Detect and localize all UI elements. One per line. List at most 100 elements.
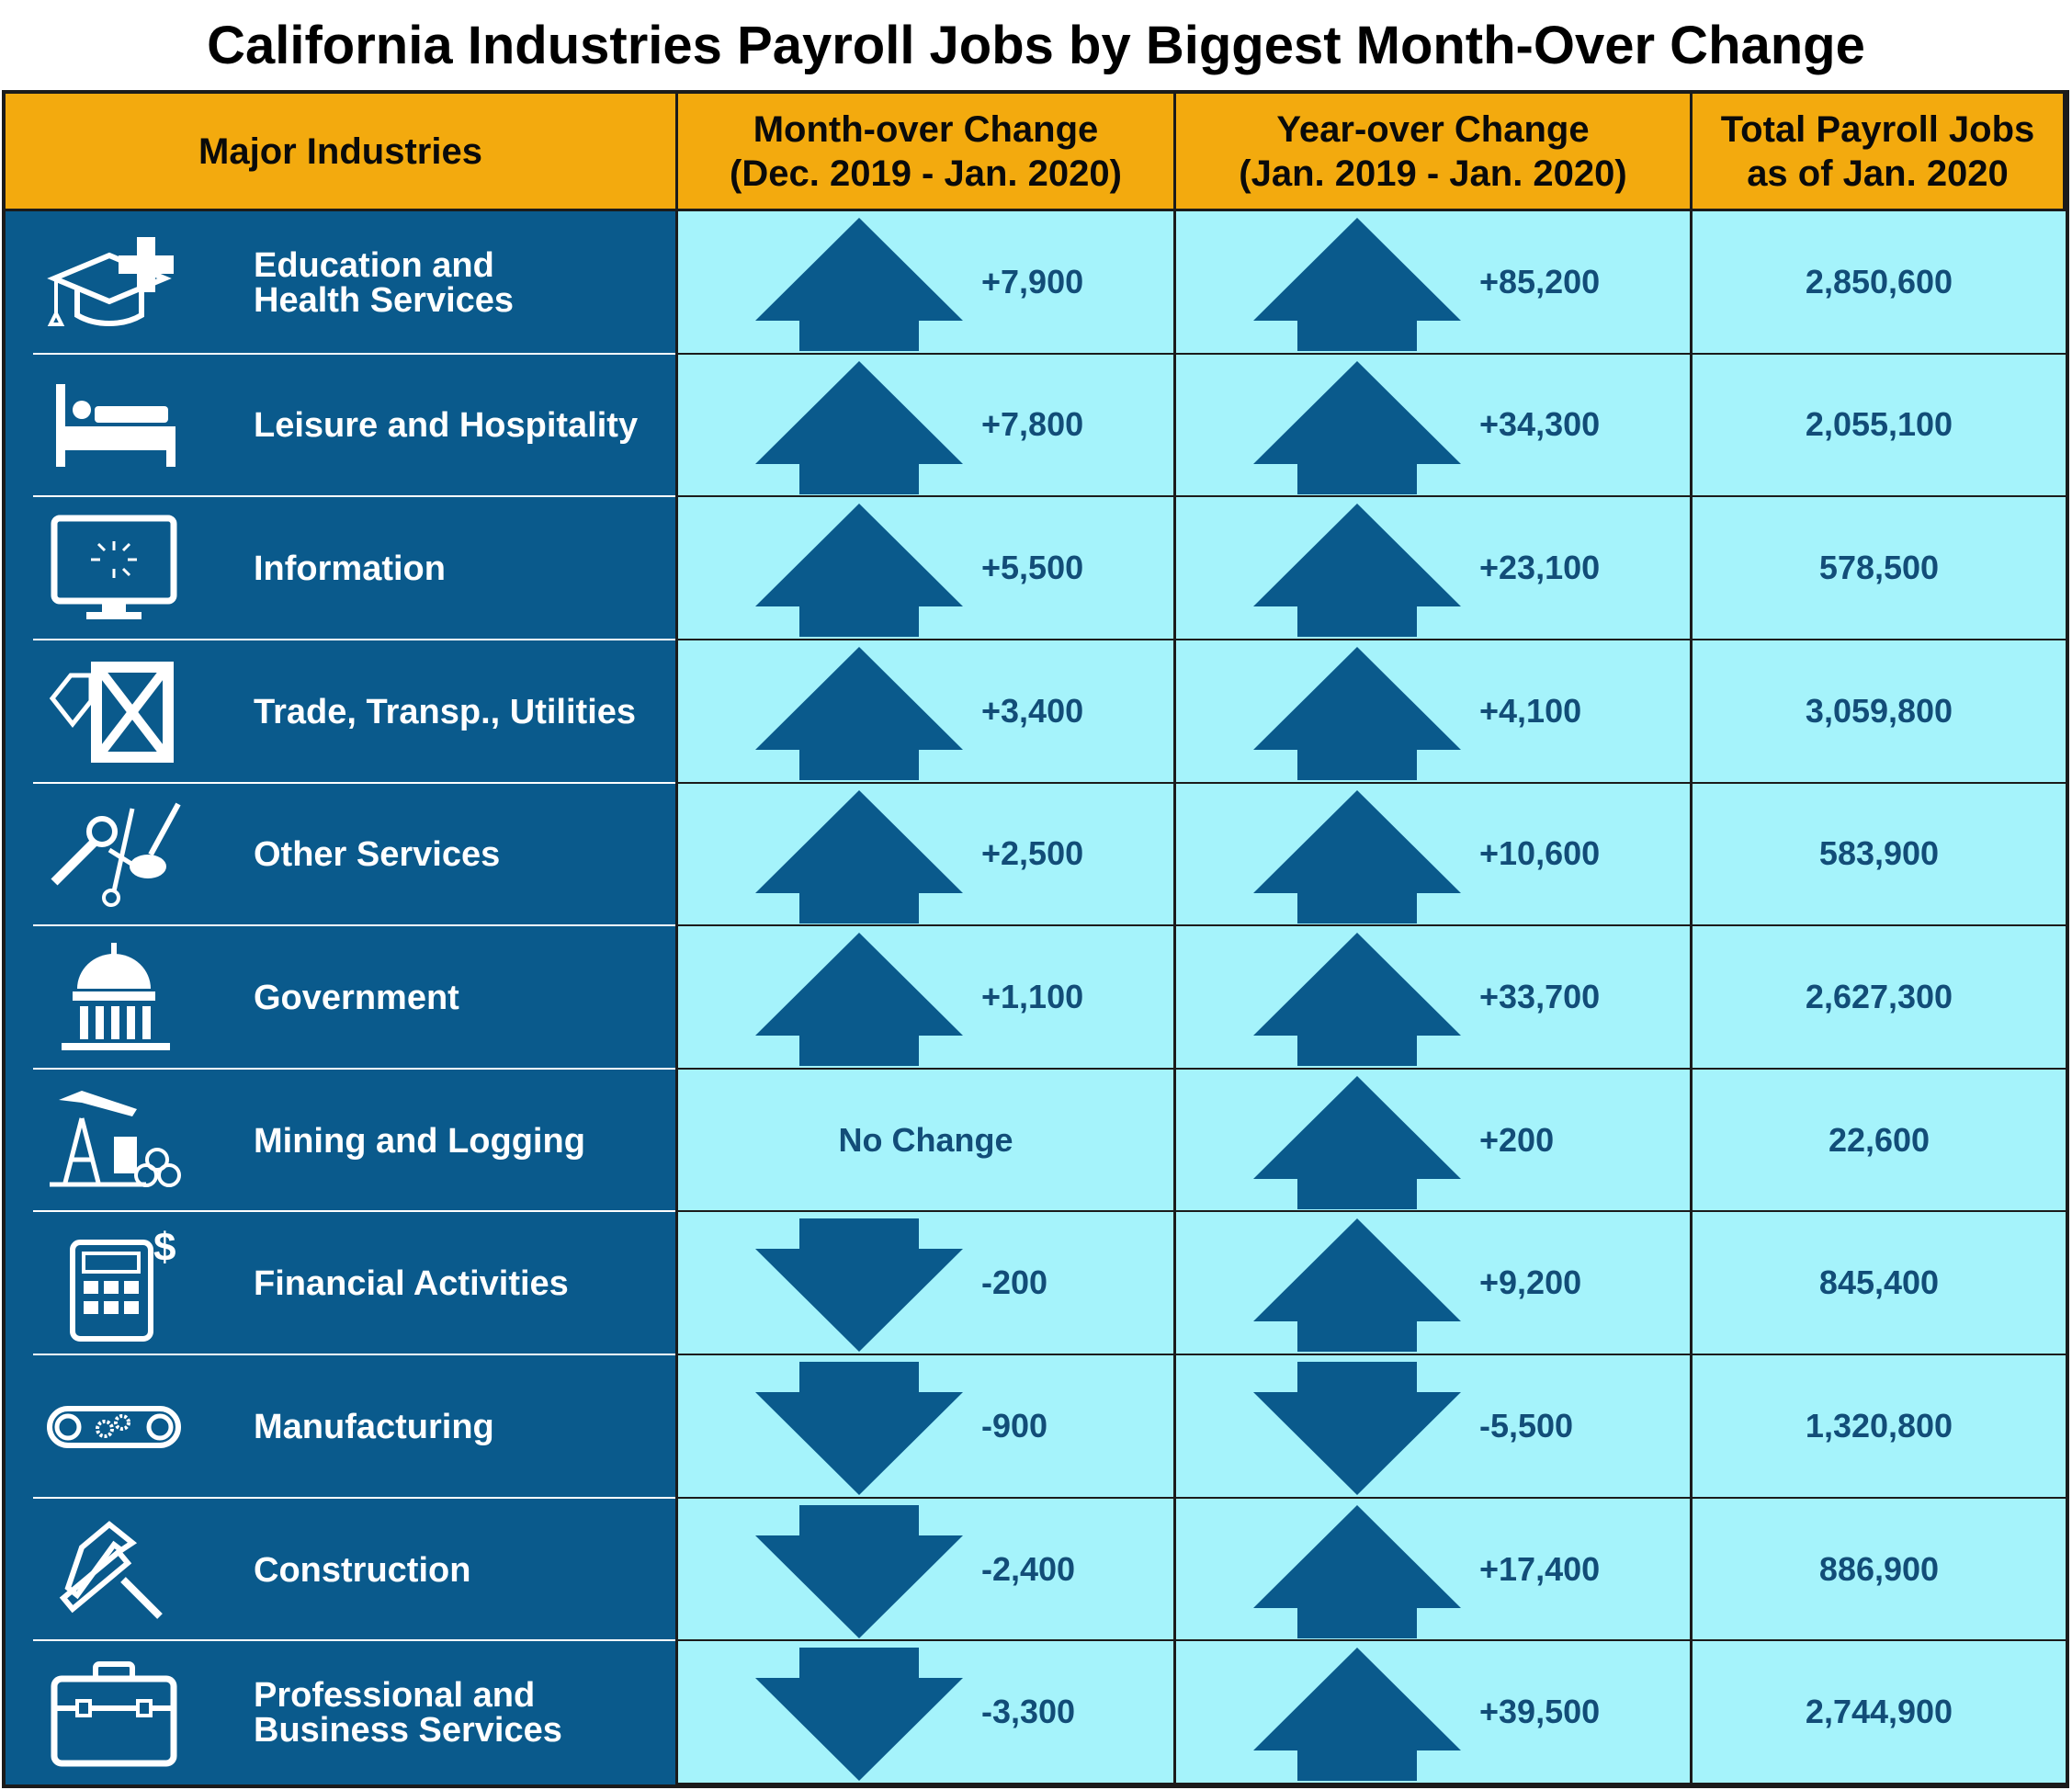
industry-cell: Professional and Business Services — [6, 1641, 678, 1784]
month-change-value: +7,900 — [981, 262, 1084, 300]
header-total-payroll-jobs: Total Payroll Jobs as of Jan. 2020 — [1693, 94, 2066, 211]
year-change-value: +85,200 — [1479, 262, 1601, 300]
month-change-value: -2,400 — [981, 1549, 1076, 1588]
up-arrow-icon — [755, 504, 963, 638]
row-divider — [33, 1496, 675, 1499]
year-over-change-cell: -5,500 — [1176, 1355, 1693, 1499]
row-divider — [33, 924, 675, 927]
month-change-value: +5,500 — [981, 549, 1084, 587]
industry-label: Financial Activities — [254, 1264, 569, 1304]
total-payroll-cell: 845,400 — [1693, 1212, 2066, 1356]
up-arrow-icon — [755, 218, 963, 351]
industry-cell: Government — [6, 926, 678, 1070]
industry-cell: Mining and Logging — [6, 1069, 678, 1213]
up-arrow-icon — [1253, 1648, 1461, 1782]
year-change-value: +17,400 — [1479, 1549, 1601, 1588]
year-change-value: +200 — [1479, 1120, 1555, 1159]
year-over-change-cell: +39,500 — [1176, 1641, 1693, 1784]
month-over-change-cell: No Change — [678, 1069, 1176, 1213]
industry-cell: Information — [6, 497, 678, 640]
total-payroll-value: 583,900 — [1818, 834, 1940, 873]
total-payroll-cell: 22,600 — [1693, 1069, 2066, 1213]
capitol-building-icon — [40, 938, 187, 1058]
total-payroll-value: 2,744,900 — [1805, 1693, 1953, 1731]
up-arrow-icon — [1253, 933, 1461, 1067]
svg-text:$: $ — [153, 1225, 175, 1270]
total-payroll-value: 845,400 — [1818, 1263, 1940, 1302]
header-month-over-change: Month-over Change (Dec. 2019 - Jan. 2020… — [678, 94, 1176, 211]
year-change-value: +33,700 — [1479, 977, 1601, 1015]
month-over-change-cell: +2,500 — [678, 783, 1176, 927]
year-over-change-cell: +200 — [1176, 1069, 1693, 1213]
year-over-change-cell: +9,200 — [1176, 1212, 1693, 1356]
month-over-change-cell: +5,500 — [678, 497, 1176, 640]
year-over-change-cell: +85,200 — [1176, 211, 1693, 355]
up-arrow-icon — [1253, 360, 1461, 494]
total-payroll-value: 2,055,100 — [1805, 405, 1953, 444]
industry-label: Education and Health Services — [254, 245, 515, 320]
crate-tag-icon — [40, 652, 187, 772]
total-payroll-cell: 3,059,800 — [1693, 640, 2066, 784]
total-payroll-cell: 1,320,800 — [1693, 1355, 2066, 1499]
header-year-over-change: Year-over Change (Jan. 2019 - Jan. 2020) — [1176, 94, 1693, 211]
briefcase-icon — [40, 1653, 187, 1773]
industry-cell: Other Services — [6, 783, 678, 927]
month-over-change-cell: -3,300 — [678, 1641, 1176, 1784]
industry-label: Leisure and Hospitality — [254, 406, 639, 446]
up-arrow-icon — [1253, 1075, 1461, 1209]
year-over-change-cell: +33,700 — [1176, 926, 1693, 1070]
year-change-value: +9,200 — [1479, 1263, 1582, 1302]
total-payroll-value: 578,500 — [1818, 549, 1940, 587]
month-change-value: +7,800 — [981, 405, 1084, 444]
up-arrow-icon — [755, 360, 963, 494]
month-over-change-cell: +7,900 — [678, 211, 1176, 355]
total-payroll-cell: 886,900 — [1693, 1498, 2066, 1642]
total-payroll-value: 3,059,800 — [1805, 691, 1953, 730]
industry-cell: Education and Health Services — [6, 211, 678, 355]
total-payroll-value: 22,600 — [1828, 1120, 1930, 1159]
total-payroll-value: 2,627,300 — [1805, 977, 1953, 1015]
up-arrow-icon — [1253, 646, 1461, 780]
down-arrow-icon — [755, 1218, 963, 1353]
calculator-dollar-icon: $ — [40, 1224, 187, 1343]
year-change-value: +23,100 — [1479, 549, 1601, 587]
total-payroll-cell: 2,055,100 — [1693, 354, 2066, 498]
industry-cell: Manufacturing — [6, 1355, 678, 1499]
total-payroll-cell: 583,900 — [1693, 783, 2066, 927]
up-arrow-icon — [1253, 1504, 1461, 1638]
hotel-bed-icon — [40, 366, 187, 485]
up-arrow-icon — [1253, 1218, 1461, 1353]
oil-pump-logs-icon — [40, 1082, 187, 1201]
industry-label: Trade, Transp., Utilities — [254, 692, 637, 731]
month-change-value: +2,500 — [981, 834, 1084, 873]
year-change-value: -5,500 — [1479, 1406, 1574, 1444]
month-over-change-cell: +7,800 — [678, 354, 1176, 498]
total-payroll-value: 2,850,600 — [1805, 262, 1953, 300]
month-change-value: -3,300 — [981, 1693, 1076, 1731]
up-arrow-icon — [755, 789, 963, 923]
down-arrow-icon — [755, 1504, 963, 1638]
total-payroll-value: 886,900 — [1818, 1549, 1940, 1588]
header-major-industries: Major Industries — [6, 94, 678, 211]
row-divider — [33, 1210, 675, 1213]
payroll-table: Major Industries Month-over Change (Dec.… — [2, 90, 2069, 1788]
conveyor-gears-icon — [40, 1367, 187, 1487]
month-over-change-cell: -200 — [678, 1212, 1176, 1356]
up-arrow-icon — [755, 646, 963, 780]
industry-label: Construction — [254, 1550, 471, 1590]
total-payroll-value: 1,320,800 — [1805, 1406, 1953, 1444]
industry-label: Information — [254, 549, 446, 589]
month-change-value: +3,400 — [981, 691, 1084, 730]
year-change-value: +34,300 — [1479, 405, 1601, 444]
tools-scissors-icon — [40, 795, 187, 914]
no-change-label: No Change — [838, 1120, 1013, 1159]
up-arrow-icon — [1253, 789, 1461, 923]
industry-cell: Leisure and Hospitality — [6, 354, 678, 498]
row-divider — [33, 1067, 675, 1070]
graduation-medical-icon — [40, 223, 187, 343]
down-arrow-icon — [755, 1362, 963, 1496]
month-change-value: -200 — [981, 1263, 1048, 1302]
down-arrow-icon — [1253, 1362, 1461, 1496]
hammer-saw-icon — [40, 1511, 187, 1630]
year-over-change-cell: +4,100 — [1176, 640, 1693, 784]
